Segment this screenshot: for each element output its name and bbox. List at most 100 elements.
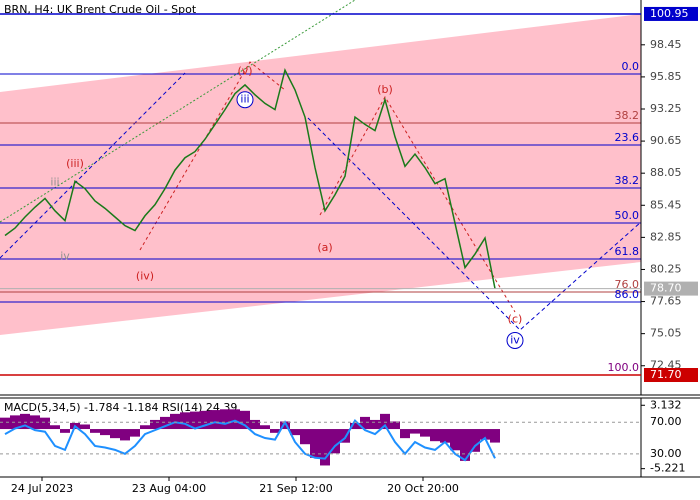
price-label: 71.70 bbox=[650, 368, 682, 381]
price-line bbox=[4, 67, 496, 289]
fib-label: 0.0 bbox=[622, 60, 640, 73]
rsi-line bbox=[4, 419, 496, 462]
x-tick-label: 24 Jul 2023 bbox=[11, 482, 73, 495]
macd-bar bbox=[280, 421, 290, 430]
y-tick-label: 30.00 bbox=[650, 447, 682, 460]
macd-bar bbox=[0, 417, 10, 430]
y-tick-label: 70.00 bbox=[650, 415, 682, 428]
y-tick-label: 80.25 bbox=[650, 262, 682, 275]
macd-bar bbox=[20, 413, 30, 430]
x-tick-label: 23 Aug 04:00 bbox=[132, 482, 206, 495]
trend-line bbox=[0, 0, 356, 223]
macd-bar bbox=[420, 429, 430, 437]
macd-bar bbox=[130, 429, 140, 437]
macd-bar bbox=[220, 409, 230, 430]
price-label: 100.95 bbox=[650, 7, 689, 20]
macd-bar bbox=[380, 413, 390, 430]
macd-bar bbox=[350, 422, 360, 430]
macd-bar bbox=[270, 429, 280, 433]
macd-bar bbox=[40, 417, 50, 430]
y-tick-label: 75.05 bbox=[650, 327, 682, 340]
macd-bar bbox=[150, 419, 160, 430]
wave-label: iii bbox=[240, 93, 249, 106]
indicator-label: MACD(5,34,5) -1.784 -1.184 RSI(14) 24.39 bbox=[4, 401, 237, 414]
macd-bar bbox=[80, 424, 90, 430]
macd-bar bbox=[120, 429, 130, 441]
y-tick-label: 98.45 bbox=[650, 38, 682, 51]
wave-line bbox=[0, 72, 186, 259]
fib-label: 23.6 bbox=[615, 131, 640, 144]
macd-bar bbox=[240, 410, 250, 430]
fib-label: 100.0 bbox=[608, 361, 640, 374]
macd-bar bbox=[480, 429, 490, 440]
wave-label: iv bbox=[510, 333, 520, 346]
macd-bar bbox=[310, 429, 320, 458]
wave-label: (b) bbox=[377, 83, 393, 96]
wave-label: (iv) bbox=[136, 269, 154, 282]
wave-line bbox=[139, 61, 286, 251]
macd-bar bbox=[440, 429, 450, 443]
macd-bar bbox=[230, 409, 240, 430]
chart-title: BRN, H4: UK Brent Crude Oil - Spot bbox=[4, 3, 197, 16]
fib-label: 61.8 bbox=[615, 245, 640, 258]
macd-bar bbox=[460, 429, 470, 461]
macd-bar bbox=[210, 410, 220, 430]
wave-circle bbox=[236, 91, 254, 109]
y-tick-label: -5.221 bbox=[650, 462, 685, 475]
fib-label: 86.0 bbox=[615, 288, 640, 301]
macd-bar bbox=[90, 429, 100, 433]
macd-bar bbox=[250, 419, 260, 430]
wave-label: (iii) bbox=[66, 157, 84, 170]
y-tick-label: 77.65 bbox=[650, 295, 682, 308]
macd-bar bbox=[160, 416, 170, 430]
wave-label: (c) bbox=[508, 312, 523, 325]
macd-bar bbox=[320, 429, 330, 466]
macd-bar bbox=[360, 416, 370, 430]
price-label: 78.70 bbox=[650, 282, 682, 295]
x-tick-label: 21 Sep 12:00 bbox=[259, 482, 332, 495]
price-label-box bbox=[644, 6, 698, 21]
fib-label: 38.2 bbox=[615, 174, 640, 187]
macd-bar bbox=[50, 425, 60, 430]
macd-bar bbox=[470, 429, 480, 452]
y-tick-label: 3.132 bbox=[650, 398, 682, 411]
wave-label: iii bbox=[50, 175, 59, 188]
macd-bar bbox=[430, 429, 440, 442]
macd-bar bbox=[330, 429, 340, 454]
macd-bar bbox=[200, 410, 210, 430]
macd-bar bbox=[490, 429, 500, 443]
macd-bar bbox=[290, 429, 300, 436]
wave-line bbox=[319, 96, 516, 313]
y-tick-label: 90.65 bbox=[650, 134, 682, 147]
macd-bar bbox=[410, 429, 420, 434]
macd-bar bbox=[260, 425, 270, 430]
fib-label: 76.0 bbox=[615, 278, 640, 291]
macd-bar bbox=[60, 429, 70, 433]
price-label-box bbox=[644, 281, 698, 296]
macd-bar bbox=[30, 415, 40, 430]
wave-circle bbox=[506, 331, 524, 349]
wave-label: (a) bbox=[317, 241, 332, 254]
macd-bar bbox=[400, 429, 410, 439]
macd-bar bbox=[190, 411, 200, 430]
fib-label: 38.2 bbox=[615, 109, 640, 122]
macd-bar bbox=[100, 429, 110, 436]
fib-label: 50.0 bbox=[615, 209, 640, 222]
macd-bar bbox=[300, 429, 310, 445]
macd-bar bbox=[140, 425, 150, 430]
macd-bar bbox=[340, 429, 350, 443]
y-tick-label: 85.45 bbox=[650, 198, 682, 211]
y-tick-label: 93.25 bbox=[650, 102, 682, 115]
macd-bar bbox=[370, 419, 380, 430]
macd-bar bbox=[450, 429, 460, 451]
y-tick-label: 88.05 bbox=[650, 166, 682, 179]
y-tick-label: 95.85 bbox=[650, 70, 682, 83]
macd-bar bbox=[390, 421, 400, 430]
macd-bar bbox=[180, 412, 190, 430]
macd-bar bbox=[110, 429, 120, 439]
wave-label: (v) bbox=[237, 64, 252, 77]
wave-label: iv bbox=[60, 250, 70, 263]
price-label-box bbox=[644, 368, 698, 383]
wave-line bbox=[307, 117, 642, 331]
y-tick-label: 82.85 bbox=[650, 230, 682, 243]
